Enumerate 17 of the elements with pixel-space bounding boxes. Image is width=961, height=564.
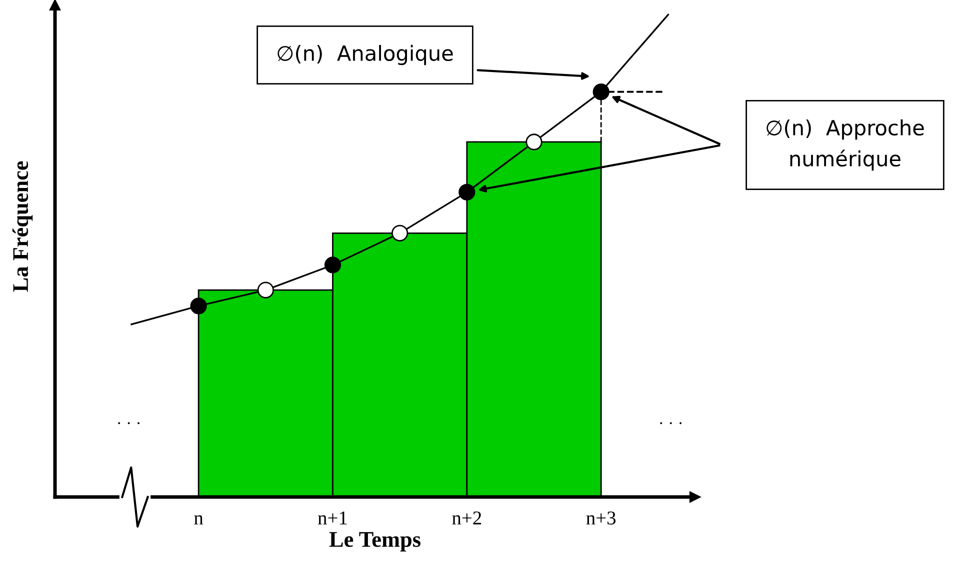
annotation: · · · [118, 422, 140, 424]
point [526, 134, 542, 150]
point [257, 282, 274, 298]
x-axis-title: Le Temps [329, 532, 420, 552]
annotation: · · · [660, 422, 682, 424]
point [392, 224, 408, 242]
x-tick-label: n [194, 515, 204, 524]
x-tick-label: n+2 [452, 512, 482, 524]
point [458, 184, 476, 200]
y-axis-title: La Fréquence [12, 161, 33, 292]
annotation: ∅(n) Analogique [278, 44, 453, 66]
point [324, 256, 342, 274]
x-tick-label: n+1 [318, 512, 347, 524]
text: ∅(n) Approche numérique [766, 119, 924, 171]
point [190, 298, 207, 314]
point [592, 84, 610, 100]
x-tick-label: n+3 [586, 512, 616, 525]
